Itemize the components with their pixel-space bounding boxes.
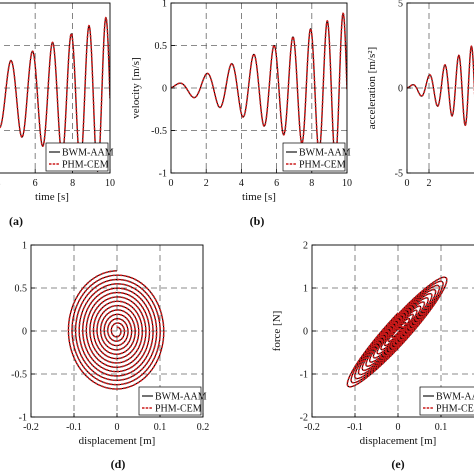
panel-label: (d) (111, 457, 126, 471)
x-axis-label: time [s] (35, 191, 69, 203)
legend-entry: PHM-CEM (155, 404, 202, 415)
y-tick-label: -1 (300, 370, 308, 381)
chart-c: 02-50510acceleration [m/s²] (366, 0, 474, 189)
legend-box (419, 386, 474, 416)
x-tick-label: 10 (105, 178, 115, 189)
panel-label: (a) (9, 214, 23, 228)
y-tick-label: -1 (19, 413, 27, 424)
x-tick-label: 2 (427, 178, 432, 189)
x-tick-label: 0 (115, 422, 120, 433)
y-axis-label: acceleration [m/s²] (366, 47, 378, 129)
chart-d: -0.2 -0.1 0 0.1 0.2 -1 -0.5 0 0.5 1 displacement [… (11, 241, 209, 472)
legend-box (138, 386, 202, 416)
y-axis-label: velocity [m/s] (130, 57, 142, 118)
legend-entry: BWM-AAM (62, 148, 114, 159)
y-tick-label: 5 (398, 0, 403, 10)
x-tick-label: 6 (33, 178, 38, 189)
x-tick-label: -0.1 (66, 422, 82, 433)
y-tick-label: -5 (395, 169, 403, 180)
y-tick-label: 0 (398, 84, 403, 95)
series-line-phm-cem (407, 45, 474, 127)
y-tick-label: -0.5 (11, 370, 27, 381)
x-axis-label: displacement [m] (79, 435, 156, 447)
legend-entry: PHM-CEM (62, 160, 109, 171)
x-tick-label: -0.2 (23, 422, 39, 433)
x-tick-label: 0 (169, 178, 174, 189)
legend-entry: PHM-CEM (436, 404, 474, 415)
x-tick-label: 0.1 (435, 422, 448, 433)
series-line-phm-cem (67, 270, 165, 390)
x-tick-label: 0 (396, 422, 401, 433)
x-tick-label: 8 (70, 178, 75, 189)
series-line-bwm-aam (171, 12, 347, 160)
legend-box (282, 142, 346, 172)
y-tick-label: 1 (22, 241, 27, 252)
legend-entry: BWM-AAM (155, 392, 207, 403)
y-axis-label: force [N] (271, 311, 283, 352)
x-tick-label: 0 (405, 178, 410, 189)
x-tick-label: 0.2 (197, 422, 210, 433)
x-tick-label: 8 (309, 178, 314, 189)
legend-box (45, 142, 109, 172)
panel-label: (e) (391, 457, 404, 471)
y-tick-label: -1 (159, 169, 167, 180)
x-tick-label: 4 (239, 178, 244, 189)
chart-b: 0 2 4 6 8 10 -1 -0.5 0 0.5 1 time [s] velocity [m/s]… (130, 0, 352, 228)
y-tick-label: 0 (22, 327, 27, 338)
series-line-phm-cem (346, 276, 448, 388)
y-tick-label: 1 (303, 284, 308, 295)
y-tick-label: 0.5 (15, 284, 28, 295)
x-tick-label: 6 (274, 178, 279, 189)
x-axis-label: time [s] (242, 191, 276, 203)
x-tick-label: -0.2 (304, 422, 320, 433)
chart-e: -0.2 -0.1 0 0.1 -2 -1 0 1 2 displacement [m] force… (271, 241, 474, 471)
y-tick-label: -2 (300, 413, 308, 424)
y-tick-label: 0 (162, 84, 167, 95)
y-tick-label: 0.5 (155, 41, 168, 52)
x-tick-label: 10 (342, 178, 352, 189)
x-tick-label: -0.1 (347, 422, 363, 433)
x-axis-label: displacement [m] (360, 435, 437, 447)
legend-entry: BWM-AAM (436, 392, 474, 403)
y-tick-label: -0.5 (151, 126, 167, 137)
y-tick-label: 1 (162, 0, 167, 10)
y-tick-label: 2 (303, 241, 308, 252)
legend-entry: PHM-CEM (299, 160, 346, 171)
panel-label: (b) (250, 214, 265, 228)
series-line-bwm-aam (407, 45, 474, 126)
legend-entry: BWM-AAM (299, 148, 351, 159)
plot-frame (0, 2, 111, 174)
x-tick-label: 2 (204, 178, 209, 189)
x-tick-label: 0.1 (154, 422, 167, 433)
y-tick-label: 0 (303, 327, 308, 338)
